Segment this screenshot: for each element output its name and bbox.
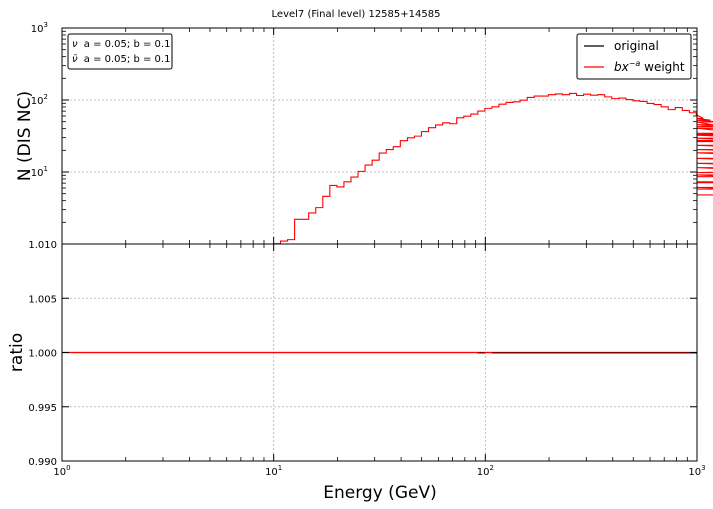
legend-label-weight: bx−a weight [614,59,685,74]
x-axis-ticks: 100 101 102 103 [53,28,706,478]
ratio-y-tick-label: 1.005 [28,294,57,305]
legend-label-weight-base: bx [614,60,630,74]
legend-label-weight-exponent: −a [629,59,641,68]
ratio-panel-ticks: 0.990 0.995 1.000 1.005 1.010 [28,240,697,468]
counts-y-tick-exponent: 3 [44,21,48,29]
counts-y-axis-label: N (DIS NC) [15,91,35,181]
annotation-nu-line: ν a = 0.05; b = 0.1 [72,39,170,50]
annotation-nubar-symbol: ν̄ [72,54,78,65]
legend-label-original: original [614,39,659,53]
counts-y-tick-label: 103 [31,21,48,35]
counts-y-tick-base: 10 [31,168,44,179]
legend-box [576,33,692,80]
annotation-nu-symbol: ν [72,39,78,50]
counts-weighted-step-line [272,92,713,245]
x-tick-exponent: 1 [278,464,282,472]
x-tick-label: 103 [688,464,705,478]
ratio-step-line [62,351,697,354]
x-tick-label: 101 [265,464,282,478]
ratio-panel-series [62,351,697,354]
x-tick-base: 10 [53,467,66,478]
parameter-annotation-box [67,33,173,70]
ratio-y-tick-label: 0.990 [28,457,57,468]
ratio-y-tick-label: 1.000 [28,349,57,360]
x-tick-base: 10 [688,467,701,478]
x-tick-label: 100 [53,464,70,478]
annotation-nubar-line: ν̄ a = 0.05; b = 0.1 [72,54,170,65]
x-tick-base: 10 [265,467,278,478]
counts-y-tick-label: 101 [31,165,48,179]
x-tick-exponent: 0 [66,464,70,472]
ratio-y-tick-label: 0.995 [28,403,57,414]
x-tick-label: 102 [477,464,494,478]
chart-title: Level7 (Final level) 12585+14585 [272,9,441,20]
x-tick-exponent: 2 [489,464,493,472]
counts-panel-grid [62,28,697,244]
annotation-nu-text: a = 0.05; b = 0.1 [84,39,171,50]
ratio-y-tick-label: 1.010 [28,240,57,251]
ratio-y-axis-label: ratio [7,333,27,372]
counts-y-tick-exponent: 1 [44,165,48,173]
counts-y-tick-label: 102 [31,93,48,107]
x-tick-base: 10 [477,467,490,478]
x-tick-exponent: 3 [701,464,705,472]
x-axis-label: Energy (GeV) [323,483,436,503]
counts-y-tick-base: 10 [31,96,44,107]
annotation-nubar-text: a = 0.05; b = 0.1 [84,54,171,65]
legend: original bx−a weight [576,33,692,80]
counts-y-tick-exponent: 2 [44,93,48,101]
parameter-annotation: ν a = 0.05; b = 0.1 ν̄ a = 0.05; b = 0.1 [67,33,173,70]
ratio-panel: 0.990 0.995 1.000 1.005 1.010 ratio [7,240,698,468]
counts-y-tick-base: 10 [31,24,44,35]
counts-panel-series [272,92,713,245]
legend-label-weight-suffix: weight [640,60,685,74]
